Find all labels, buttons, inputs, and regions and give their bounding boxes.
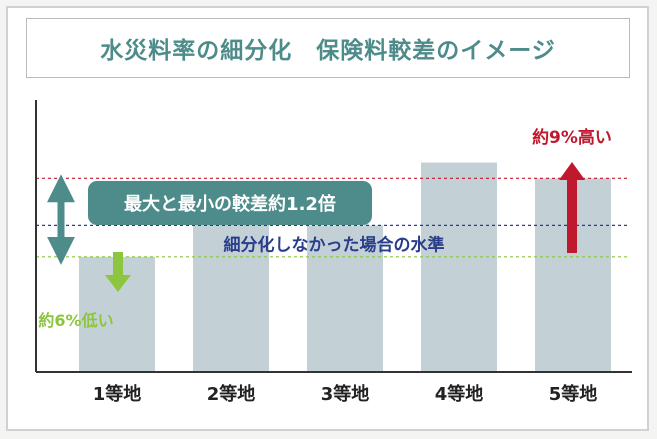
- x-tick-label-3: 3等地: [321, 383, 370, 405]
- bar-3: [307, 225, 383, 372]
- spread-label: 最大と最小の較差約1.2倍: [124, 193, 336, 215]
- bar-2: [193, 214, 269, 372]
- spread-label-box: [88, 181, 372, 225]
- x-tick-label-5: 5等地: [549, 383, 598, 405]
- low-down-arrow: [105, 252, 131, 292]
- high-up-arrow: [559, 162, 585, 253]
- reference-line-label: 細分化しなかった場合の水準: [224, 234, 445, 255]
- x-tick-label-1: 1等地: [93, 383, 142, 405]
- chart-title-box: 水災料率の細分化 保険料較差のイメージ: [26, 18, 630, 78]
- low-label: 約6%低い: [38, 311, 113, 330]
- x-tick-label-2: 2等地: [207, 383, 256, 405]
- high-label: 約9%高い: [532, 127, 612, 148]
- x-tick-label-4: 4等地: [435, 383, 484, 405]
- chart-title: 水災料率の細分化 保険料較差のイメージ: [100, 38, 556, 64]
- bar-4: [421, 162, 497, 372]
